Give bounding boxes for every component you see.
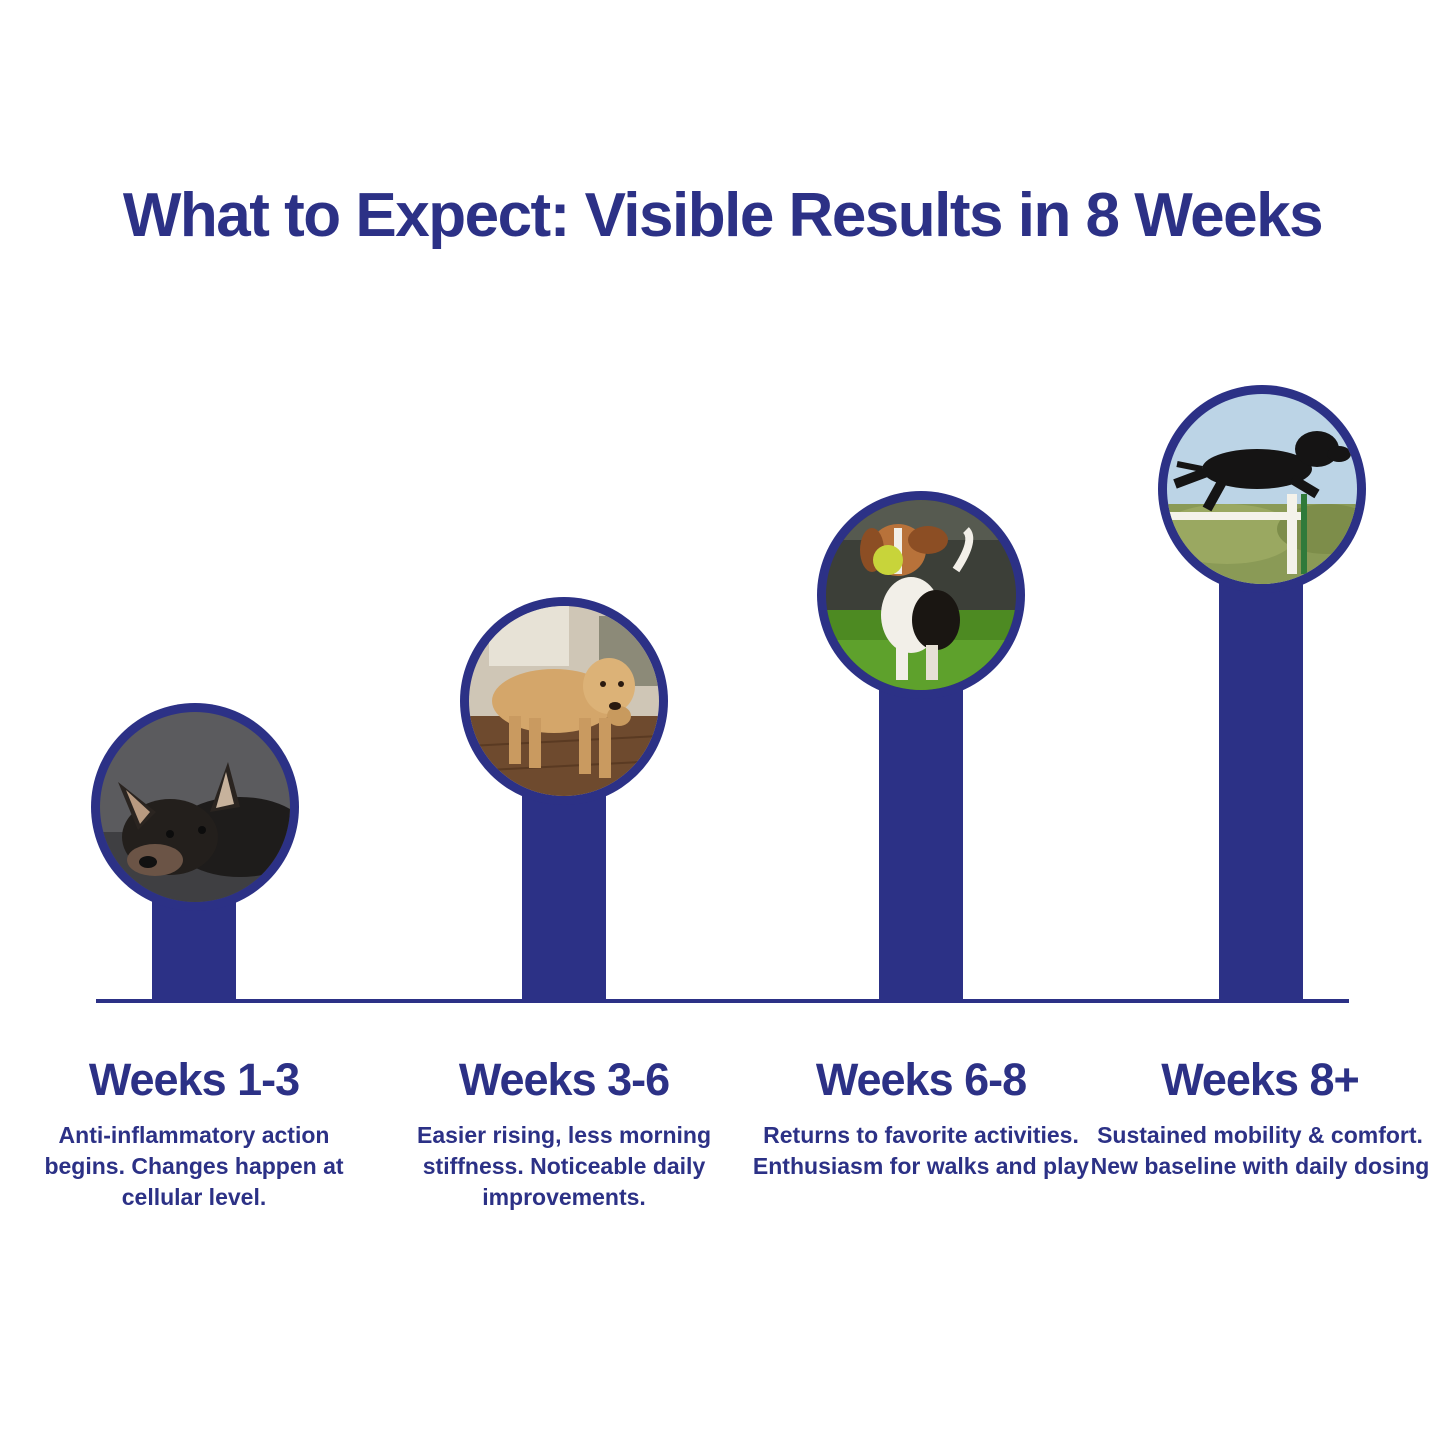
stage-3-description: Returns to favorite activities. Enthusia… (752, 1122, 1090, 1179)
progress-pillar-3 (879, 665, 963, 1000)
black-lab-jumping-image (1167, 394, 1357, 584)
beagle-running-image (826, 500, 1016, 690)
progress-pillar-2 (522, 775, 606, 1000)
stage-1-photo (91, 703, 299, 911)
progress-pillar-4 (1219, 560, 1303, 1000)
timeline-baseline (96, 999, 1349, 1003)
stage-2-photo (460, 597, 668, 805)
stage-4-label: Weeks 8+ (1161, 1054, 1360, 1105)
stage-2-description: Easier rising, less morning stiffness. N… (417, 1122, 711, 1210)
stage-2-label: Weeks 3-6 (458, 1054, 670, 1105)
golden-retriever-image (469, 606, 659, 796)
stage-4-description: Sustained mobility & comfort. New baseli… (1090, 1122, 1430, 1179)
stage-3-photo (817, 491, 1025, 699)
page-title: What to Expect: Visible Results in 8 Wee… (122, 181, 1324, 250)
stage-1-description: Anti-inflammatory action begins. Changes… (44, 1122, 344, 1210)
stage-4-photo (1158, 385, 1366, 593)
tired-dog-image (100, 712, 290, 902)
stage-3-label: Weeks 6-8 (815, 1054, 1027, 1105)
stage-1-label: Weeks 1-3 (88, 1054, 300, 1105)
